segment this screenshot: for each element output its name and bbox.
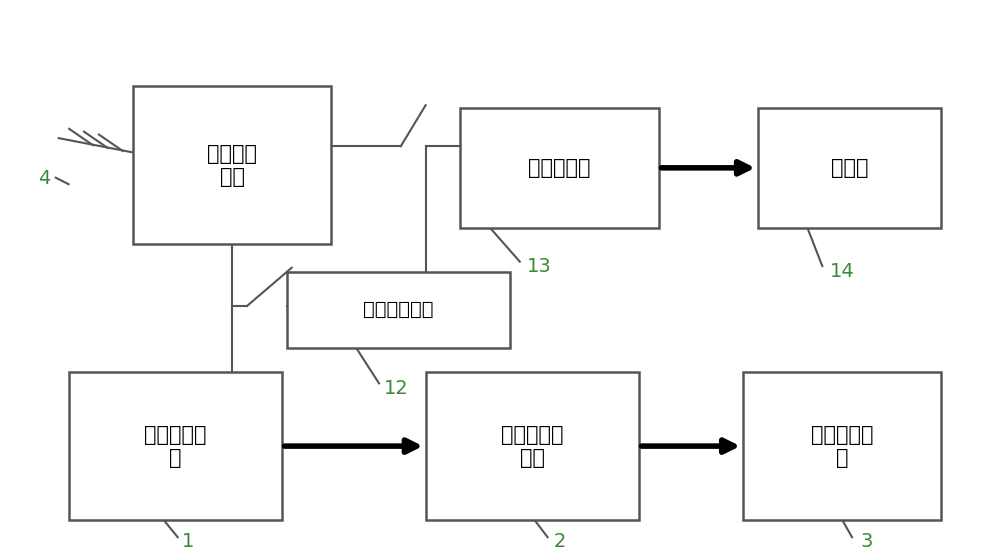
Bar bbox=[460, 108, 659, 228]
Text: 13: 13 bbox=[527, 257, 552, 276]
Text: 14: 14 bbox=[830, 262, 854, 281]
Text: 高精度采样
装置: 高精度采样 装置 bbox=[501, 424, 563, 468]
Text: 3: 3 bbox=[861, 532, 873, 551]
Text: 2: 2 bbox=[553, 532, 566, 551]
Text: 波形分析装
置: 波形分析装 置 bbox=[811, 424, 873, 468]
Bar bbox=[287, 271, 510, 348]
Bar bbox=[758, 108, 941, 228]
Bar bbox=[426, 373, 639, 520]
Bar bbox=[133, 86, 331, 244]
Text: 母线电流
电压: 母线电流 电压 bbox=[207, 144, 257, 187]
Text: 4: 4 bbox=[38, 169, 50, 188]
Text: 电子式互感
器: 电子式互感 器 bbox=[144, 424, 206, 468]
Text: 开关控制单元: 开关控制单元 bbox=[363, 300, 434, 319]
Bar bbox=[69, 373, 282, 520]
Text: 12: 12 bbox=[384, 379, 408, 398]
Text: 示波器: 示波器 bbox=[831, 158, 868, 178]
Text: 传统互感器: 传统互感器 bbox=[528, 158, 591, 178]
Text: 1: 1 bbox=[181, 532, 194, 551]
Bar bbox=[743, 373, 941, 520]
